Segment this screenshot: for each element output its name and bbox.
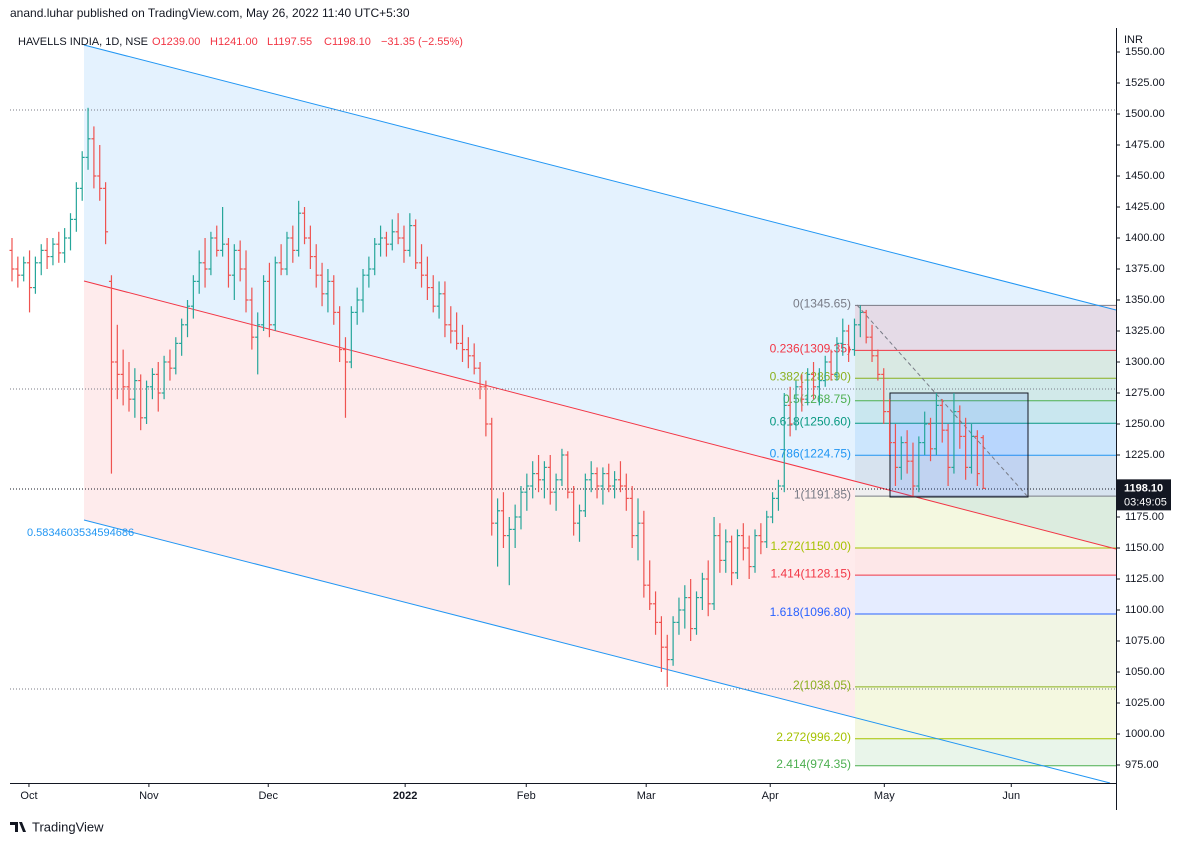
y-tick-label: 1450.00 [1125, 170, 1165, 182]
price-tag: 1198.10 03:49:05 [1117, 479, 1171, 511]
legend-low: L1197.55 [267, 36, 312, 48]
fib-label: 1(1191.85) [794, 487, 851, 501]
y-tick-label: 1500.00 [1125, 108, 1165, 120]
y-tick-label: 1525.00 [1125, 77, 1165, 89]
x-tick-label: Nov [139, 790, 159, 802]
fib-label: 0(1345.65) [793, 297, 851, 311]
logo-mark [10, 822, 26, 832]
x-tick-label: Jun [1002, 790, 1020, 802]
logo: TradingView [10, 819, 104, 834]
fib-label: 2.272(996.20) [776, 730, 851, 744]
x-tick-label: Feb [517, 790, 536, 802]
fib-band [855, 305, 1116, 351]
fib-band [855, 423, 1116, 456]
fib-band [855, 496, 1116, 548]
channel-label: 0.5834603534594686 [27, 527, 134, 539]
fib-band [855, 738, 1116, 766]
countdown: 03:49:05 [1124, 496, 1167, 508]
y-tick-label: 1075.00 [1125, 635, 1165, 647]
fib-label: 0.618(1250.60) [770, 414, 851, 428]
price-tag-label: 1198.10 [1124, 482, 1163, 494]
y-tick-label: 1425.00 [1125, 201, 1165, 213]
fib-label: 2(1038.05) [793, 678, 851, 692]
x-tick-label: Oct [20, 790, 37, 802]
fib-band [855, 547, 1116, 576]
fib-label: 1.414(1128.15) [770, 566, 851, 580]
y-tick-label: 1225.00 [1125, 449, 1165, 461]
legend: HAVELLS INDIA, 1D, NSE O1239.00 H1241.00… [18, 36, 463, 48]
channel-fill-lower [84, 281, 855, 718]
published-note: anand.luhar published on TradingView.com… [10, 6, 410, 20]
y-tick-label: 1350.00 [1125, 294, 1165, 306]
legend-high: H1241.00 [210, 36, 258, 48]
fib-label: 0.786(1224.75) [770, 446, 851, 460]
y-tick-label: 1400.00 [1125, 232, 1165, 244]
y-tick-label: 1275.00 [1125, 387, 1165, 399]
bars [9, 107, 986, 687]
legend-open: O1239.00 [152, 36, 200, 48]
fib-label: 0.382(1286.90) [770, 369, 851, 383]
legend-change: −31.35 (−2.55%) [381, 36, 463, 48]
rectangle [889, 392, 1029, 498]
x-tick-label: Apr [762, 790, 779, 802]
symbol: HAVELLS INDIA, 1D, NSE [18, 36, 148, 48]
y-tick-label: 1550.00 [1125, 46, 1165, 58]
x-tick-label: May [874, 790, 895, 802]
y-tick-label: 1100.00 [1125, 604, 1164, 616]
channel-bottom [83, 519, 1111, 784]
y-tick-label: 1050.00 [1125, 666, 1165, 678]
channel-top [83, 44, 1117, 311]
y-tick-label: 1475.00 [1125, 139, 1165, 151]
y-tick-label: 1000.00 [1125, 728, 1165, 740]
fib-band [855, 575, 1116, 614]
y-tick-label: 1150.00 [1125, 542, 1164, 554]
fib-label: 2.414(974.35) [776, 757, 851, 771]
fib-band [855, 350, 1116, 379]
fib-band [855, 686, 1116, 739]
fib-label: 1.272(1150.00) [770, 539, 851, 553]
y-tick-label: 1025.00 [1125, 697, 1165, 709]
fib-band [855, 613, 1116, 687]
y-tick-label: 1175.00 [1125, 511, 1164, 523]
x-tick-label: Mar [637, 790, 656, 802]
x-tick-label: Dec [258, 790, 278, 802]
fib-label: 1.618(1096.80) [770, 605, 851, 619]
y-tick-label: 975.00 [1125, 759, 1159, 771]
fib-label: 0.5(1268.75) [783, 392, 851, 406]
fib-band [855, 400, 1116, 424]
currency: INR [1124, 34, 1143, 46]
y-tick-label: 1125.00 [1125, 573, 1164, 585]
price-tag-box [1117, 479, 1171, 511]
channel-mid [83, 280, 1117, 550]
legend-close: C1198.10 [324, 36, 371, 48]
y-tick-label: 1300.00 [1125, 356, 1165, 368]
footer: TradingView [32, 819, 104, 834]
y-tick-label: 1375.00 [1125, 263, 1165, 275]
x-tick-label: 2022 [393, 790, 417, 802]
y-tick-label: 1325.00 [1125, 325, 1165, 337]
y-tick-label: 1250.00 [1125, 418, 1165, 430]
